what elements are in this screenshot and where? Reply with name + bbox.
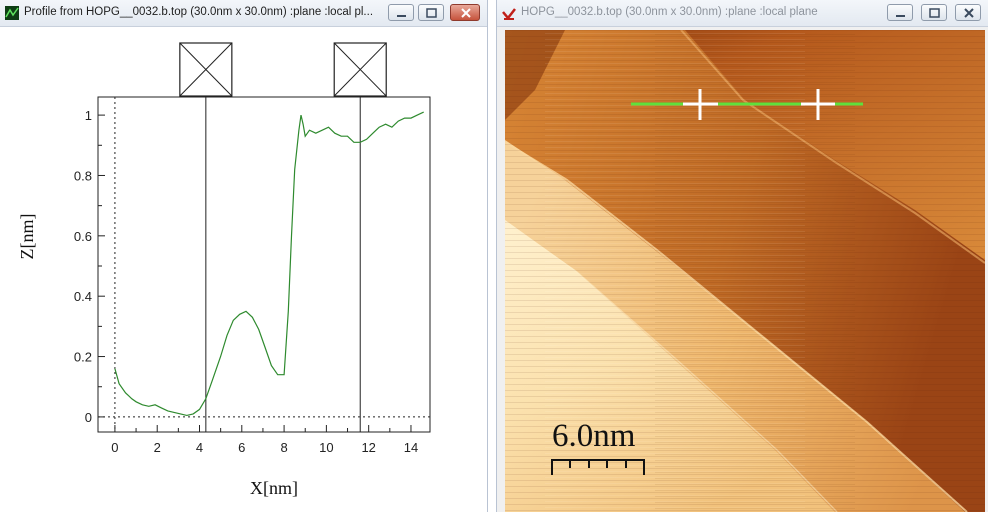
cursor-handle-cross — [333, 42, 387, 97]
close-button[interactable] — [955, 4, 981, 21]
minimize-icon — [397, 15, 406, 17]
maximize-icon — [929, 8, 940, 18]
stm-topography — [505, 30, 985, 512]
close-icon — [964, 8, 974, 18]
maximize-icon — [426, 8, 437, 18]
x-tick-label: 2 — [154, 440, 161, 455]
profile-window-title: Profile from HOPG__0032.b.top (30.0nm x … — [24, 6, 374, 18]
y-tick-label: 1 — [85, 108, 92, 123]
minimize-button[interactable] — [887, 4, 913, 21]
profile-app-icon — [5, 6, 19, 20]
stm-image-window: HOPG__0032.b.top (30.0nm x 30.0nm) :plan… — [496, 0, 988, 512]
stm-app-icon — [502, 8, 516, 20]
scale-bar — [551, 459, 645, 475]
x-tick-label: 12 — [361, 440, 375, 455]
y-axis-label: Z[nm] — [17, 214, 37, 260]
stm-overlay — [551, 89, 863, 475]
y-tick-label: 0.4 — [74, 289, 92, 304]
profile-titlebar[interactable]: Profile from HOPG__0032.b.top (30.0nm x … — [0, 0, 487, 27]
scale-bar-label: 6.0nm — [552, 418, 636, 454]
minimize-icon — [896, 15, 905, 17]
profile-window: Profile from HOPG__0032.b.top (30.0nm x … — [0, 0, 488, 512]
x-tick-label: 14 — [404, 440, 418, 455]
stm-image[interactable] — [505, 30, 985, 512]
close-button[interactable] — [450, 4, 480, 21]
cursor-handle-cross — [179, 42, 233, 97]
minimize-button[interactable] — [388, 4, 414, 21]
stm-window-title: HOPG__0032.b.top (30.0nm x 30.0nm) :plan… — [521, 6, 818, 18]
y-tick-label: 0.8 — [74, 168, 92, 183]
maximize-button[interactable] — [418, 4, 444, 21]
profile-chart: 0 2 4 6 8 10 12 14 0 0.2 0.4 0.6 0.8 1 X[nm] Z[nm] — [17, 42, 431, 498]
x-tick-label: 6 — [238, 440, 245, 455]
cursor-cross-1[interactable] — [683, 89, 718, 120]
x-axis-label: X[nm] — [250, 478, 298, 498]
plot-frame — [97, 96, 431, 433]
x-tick-label: 0 — [111, 440, 118, 455]
y-tick-label: 0.6 — [74, 229, 92, 244]
x-tick-label: 4 — [196, 440, 203, 455]
cursor-cross-2[interactable] — [801, 89, 835, 120]
close-icon — [461, 8, 471, 18]
x-tick-label: 8 — [280, 440, 287, 455]
y-tick-label: 0.2 — [74, 350, 92, 365]
profile-series-line — [114, 111, 424, 417]
x-tick-label: 10 — [319, 440, 333, 455]
stm-titlebar[interactable]: HOPG__0032.b.top (30.0nm x 30.0nm) :plan… — [497, 0, 988, 27]
y-tick-label: 0 — [85, 410, 92, 425]
maximize-button[interactable] — [921, 4, 947, 21]
